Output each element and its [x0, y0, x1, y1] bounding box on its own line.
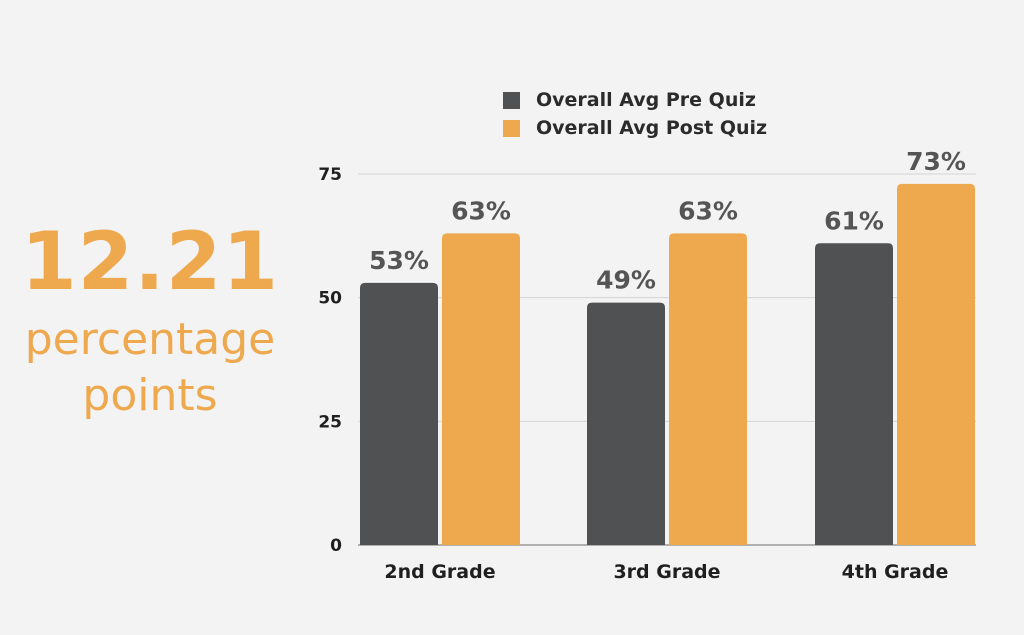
y-tick-label: 25: [318, 412, 342, 432]
data-label: 63%: [678, 196, 738, 225]
data-label: 73%: [906, 147, 966, 176]
x-tick-label: 2nd Grade: [384, 561, 495, 583]
y-tick-label: 50: [318, 289, 342, 309]
stat-value: 12.21: [20, 215, 280, 308]
legend-swatch-post: [503, 119, 520, 137]
chart-legend: Overall Avg Pre Quiz Overall Avg Post Qu…: [503, 86, 767, 142]
legend-label-pre: Overall Avg Pre Quiz: [536, 89, 756, 111]
bar-post: [669, 233, 747, 546]
legend-item-pre: Overall Avg Pre Quiz: [503, 86, 767, 114]
bar-post: [897, 183, 975, 546]
data-label: 49%: [596, 266, 656, 295]
bar-post: [442, 233, 520, 546]
bar-pre: [815, 243, 893, 545]
stat-caption-line2: points: [82, 370, 218, 421]
legend-item-post: Overall Avg Post Quiz: [503, 114, 767, 142]
legend-swatch-pre: [503, 91, 520, 109]
data-label: 53%: [369, 246, 429, 275]
x-tick-label: 3rd Grade: [613, 561, 720, 583]
bar-pre: [587, 302, 665, 545]
data-label: 61%: [824, 206, 884, 235]
bar-pre: [360, 282, 438, 545]
y-tick-label: 0: [330, 536, 342, 556]
data-label: 63%: [451, 196, 511, 225]
y-tick-label: 75: [318, 165, 342, 185]
stat-caption-line1: percentage: [24, 314, 276, 365]
legend-label-post: Overall Avg Post Quiz: [536, 117, 768, 139]
headline-stat: 12.21 percentage points: [0, 212, 300, 424]
x-tick-label: 4th Grade: [842, 561, 949, 583]
